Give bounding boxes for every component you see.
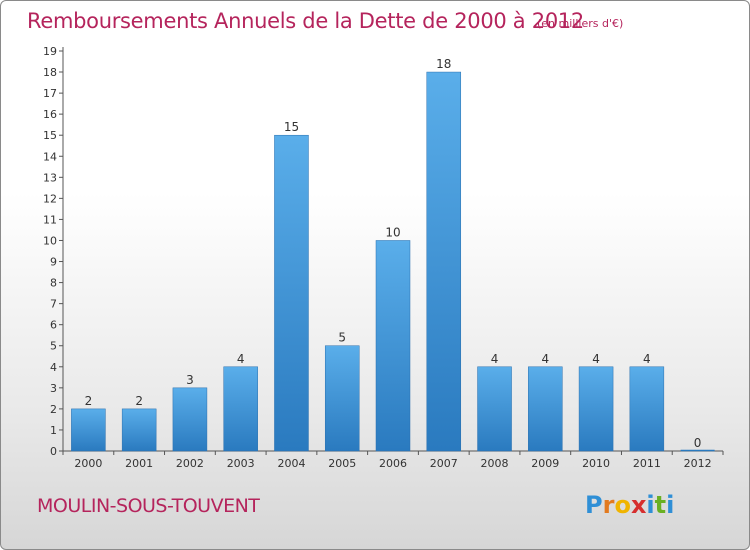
bar-2000[interactable] xyxy=(71,408,106,452)
y-tick-label: 3 xyxy=(50,382,57,395)
town-name: MOULIN-SOUS-TOUVENT xyxy=(37,495,260,517)
y-tick-label: 18 xyxy=(43,66,57,79)
logo-letter: i xyxy=(666,491,675,519)
chart-title: Remboursements Annuels de la Dette de 20… xyxy=(27,9,584,33)
bar-2006[interactable] xyxy=(375,240,411,452)
bar-series xyxy=(71,71,715,452)
data-label: 4 xyxy=(491,352,499,366)
y-tick-label: 5 xyxy=(50,340,57,353)
logo-letter: x xyxy=(630,491,647,519)
bar-2001[interactable] xyxy=(121,408,157,452)
x-tick-label: 2004 xyxy=(277,457,305,470)
data-label: 18 xyxy=(436,57,451,71)
logo-letter: r xyxy=(602,491,615,519)
bar-2011[interactable] xyxy=(629,366,665,452)
bar-2007[interactable] xyxy=(426,71,462,452)
bar-2009[interactable] xyxy=(528,366,563,452)
x-axis-ticks: 2000 2001 2002 2003 2004 2005 2006 2007 2008 2009… xyxy=(62,451,724,470)
data-label: 5 xyxy=(338,331,346,345)
bar-2010[interactable] xyxy=(578,366,614,452)
y-tick-label: 19 xyxy=(43,45,57,58)
x-tick-label: 2005 xyxy=(328,457,356,470)
y-tick-label: 16 xyxy=(43,108,57,121)
y-tick-label: 7 xyxy=(50,298,57,311)
y-tick-label: 6 xyxy=(50,319,57,332)
data-label: 4 xyxy=(643,352,651,366)
data-label: 10 xyxy=(385,225,400,239)
bar-2008[interactable] xyxy=(477,366,512,452)
bar-2002[interactable] xyxy=(172,387,208,452)
logo-letter: i xyxy=(646,491,655,519)
x-tick-label: 2000 xyxy=(74,457,102,470)
data-label: 15 xyxy=(284,120,299,134)
y-tick-label: 8 xyxy=(50,277,57,290)
proxiti-logo[interactable]: Proxiti xyxy=(585,491,674,519)
y-tick-label: 1 xyxy=(50,424,57,437)
x-tick-label: 2009 xyxy=(531,457,559,470)
bar-2005[interactable] xyxy=(324,345,360,452)
data-label: 4 xyxy=(592,352,600,366)
data-label: 0 xyxy=(694,436,702,450)
x-tick-label: 2007 xyxy=(430,457,458,470)
x-tick-label: 2012 xyxy=(684,457,712,470)
logo-letter: o xyxy=(614,491,631,519)
y-tick-label: 12 xyxy=(43,192,57,205)
data-label: 4 xyxy=(541,352,549,366)
logo-letter: P xyxy=(585,491,603,519)
data-label: 2 xyxy=(135,394,143,408)
data-label: 3 xyxy=(186,373,194,387)
y-tick-label: 14 xyxy=(43,150,57,163)
x-tick-label: 2008 xyxy=(481,457,509,470)
x-tick-label: 2003 xyxy=(227,457,255,470)
bar-2004[interactable] xyxy=(274,134,309,452)
y-tick-label: 0 xyxy=(50,445,57,458)
bar-2003[interactable] xyxy=(223,366,258,452)
chart-subtitle: (en milliers d'€) xyxy=(537,17,624,30)
x-tick-label: 2001 xyxy=(125,457,153,470)
y-tick-label: 13 xyxy=(43,171,57,184)
y-tick-label: 17 xyxy=(43,87,57,100)
y-tick-label: 10 xyxy=(43,234,57,247)
x-tick-label: 2002 xyxy=(176,457,204,470)
x-tick-label: 2006 xyxy=(379,457,407,470)
data-labels: 2 2 3 4 15 5 10 18 4 4 4 4 0 xyxy=(85,57,702,450)
y-tick-label: 9 xyxy=(50,256,57,269)
y-tick-label: 11 xyxy=(43,213,57,226)
y-tick-label: 2 xyxy=(50,403,57,416)
y-tick-label: 15 xyxy=(43,129,57,142)
y-tick-label: 4 xyxy=(50,361,57,374)
logo-letter: t xyxy=(654,491,667,519)
x-tick-label: 2010 xyxy=(582,457,610,470)
data-label: 4 xyxy=(237,352,245,366)
data-label: 2 xyxy=(85,394,93,408)
x-tick-label: 2011 xyxy=(633,457,661,470)
